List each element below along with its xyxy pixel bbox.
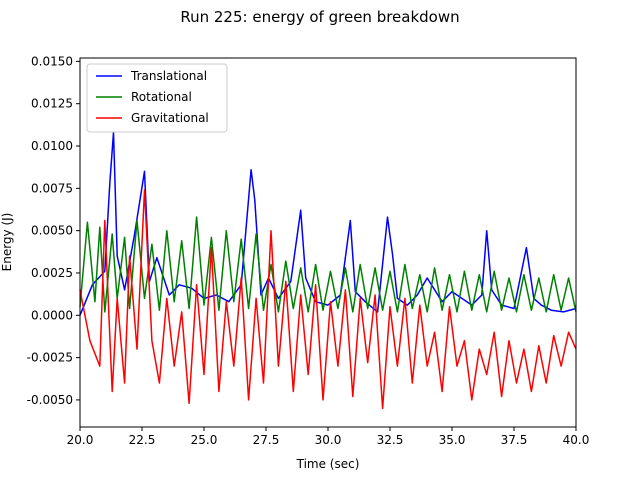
x-tick-label: 25.0 <box>191 433 218 447</box>
legend-label-gravitational: Gravitational <box>131 111 209 125</box>
x-tick-label: 37.5 <box>501 433 528 447</box>
series-line-gravitational <box>79 189 577 410</box>
y-tick-label: 0.0025 <box>31 266 73 280</box>
y-tick-label: 0.0000 <box>31 308 73 322</box>
x-tick-label: 30.0 <box>315 433 342 447</box>
legend-items: Translational Rotational Gravitational <box>96 69 209 125</box>
legend-box <box>86 63 228 133</box>
x-tick-label: 35.0 <box>439 433 466 447</box>
legend-label-rotational: Rotational <box>131 90 192 104</box>
x-axis-label: Time (sec) <box>296 457 360 471</box>
x-tick-label: 32.5 <box>377 433 404 447</box>
y-tick-label: 0.0075 <box>31 181 73 195</box>
x-tick-label: 22.5 <box>129 433 156 447</box>
series-layer <box>79 131 577 410</box>
x-tick-label: 20.0 <box>67 433 94 447</box>
y-tick-label: 0.0150 <box>31 54 73 68</box>
y-tick-label: 0.0050 <box>31 224 73 238</box>
y-axis-label: Energy (J) <box>0 213 14 272</box>
y-tick-label: -0.0050 <box>27 393 73 407</box>
legend-label-translational: Translational <box>130 69 207 83</box>
y-tick-label: 0.0100 <box>31 139 73 153</box>
series-line-rotational <box>79 216 577 313</box>
chart-title: Run 225: energy of green breakdown <box>180 8 459 26</box>
x-tick-label: 27.5 <box>253 433 280 447</box>
y-tick-label: 0.0125 <box>31 97 73 111</box>
y-axis: -0.0050 -0.0025 0.0000 0.0025 0.0050 0.0075 0.… <box>27 54 80 407</box>
legend: Translational Rotational Gravitational <box>86 63 228 133</box>
y-tick-label: -0.0025 <box>27 351 73 365</box>
x-axis: 20.0 22.5 25.0 27.5 30.0 32.5 35.0 37.5 40.0 <box>67 427 590 447</box>
x-tick-label: 40.0 <box>563 433 590 447</box>
